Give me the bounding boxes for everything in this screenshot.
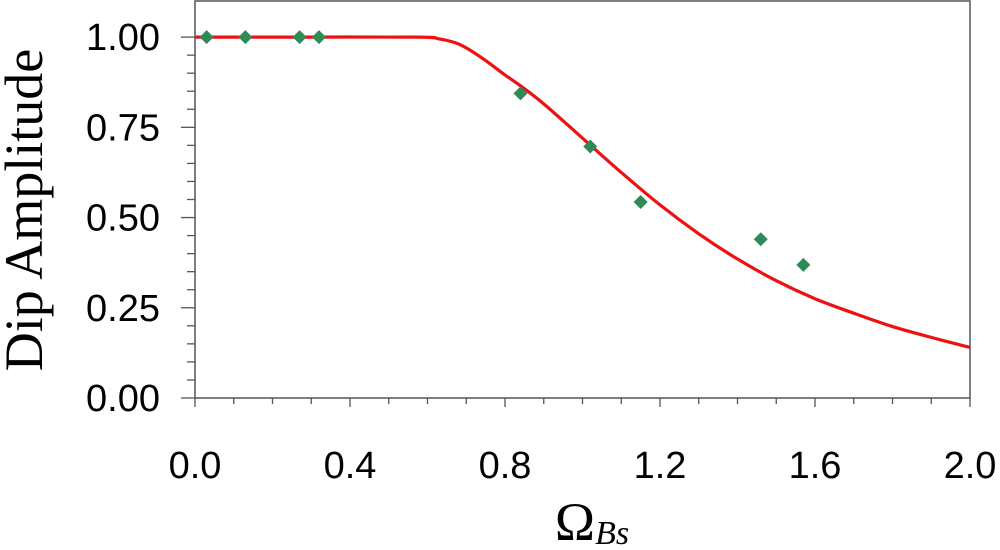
fit-curve-layer: [195, 35, 971, 350]
x-tick-label: 0.0: [169, 445, 222, 487]
x-axis-label-subscript: Bs: [595, 515, 629, 550]
data-point: [753, 232, 768, 247]
axis-ticks: [181, 36, 971, 407]
data-points-layer: [199, 30, 811, 272]
x-tick-label: 2.0: [944, 445, 997, 487]
data-point: [633, 195, 648, 210]
plot-frame: [194, 0, 971, 399]
x-tick-label: 1.6: [789, 445, 842, 487]
y-tick-label: 0.00: [86, 378, 160, 420]
x-tick-label: 0.4: [324, 445, 377, 487]
x-tick-label: 0.8: [479, 445, 532, 487]
y-tick-label: 1.00: [86, 17, 160, 59]
x-tick-label: 1.2: [634, 445, 687, 487]
data-point: [199, 30, 214, 45]
y-tick-label: 0.75: [86, 107, 160, 149]
x-axis-label: ΩBs: [555, 492, 629, 550]
data-point: [513, 86, 528, 101]
y-tick-label: 0.50: [86, 198, 160, 240]
tick-labels: 0.0 0.4 0.8 1.2 1.6 2.0 0.00 0.25 0.50 0.75 1.00: [86, 17, 996, 487]
fit-curve: [195, 35, 971, 350]
y-tick-label: 0.25: [86, 288, 160, 330]
data-point: [796, 257, 811, 272]
data-point: [238, 30, 253, 45]
x-axis-label-symbol: Ω: [555, 492, 595, 550]
data-point: [292, 30, 307, 45]
data-point: [312, 30, 326, 45]
data-point: [583, 139, 598, 154]
y-axis-label: Dip Amplitude: [0, 49, 54, 372]
